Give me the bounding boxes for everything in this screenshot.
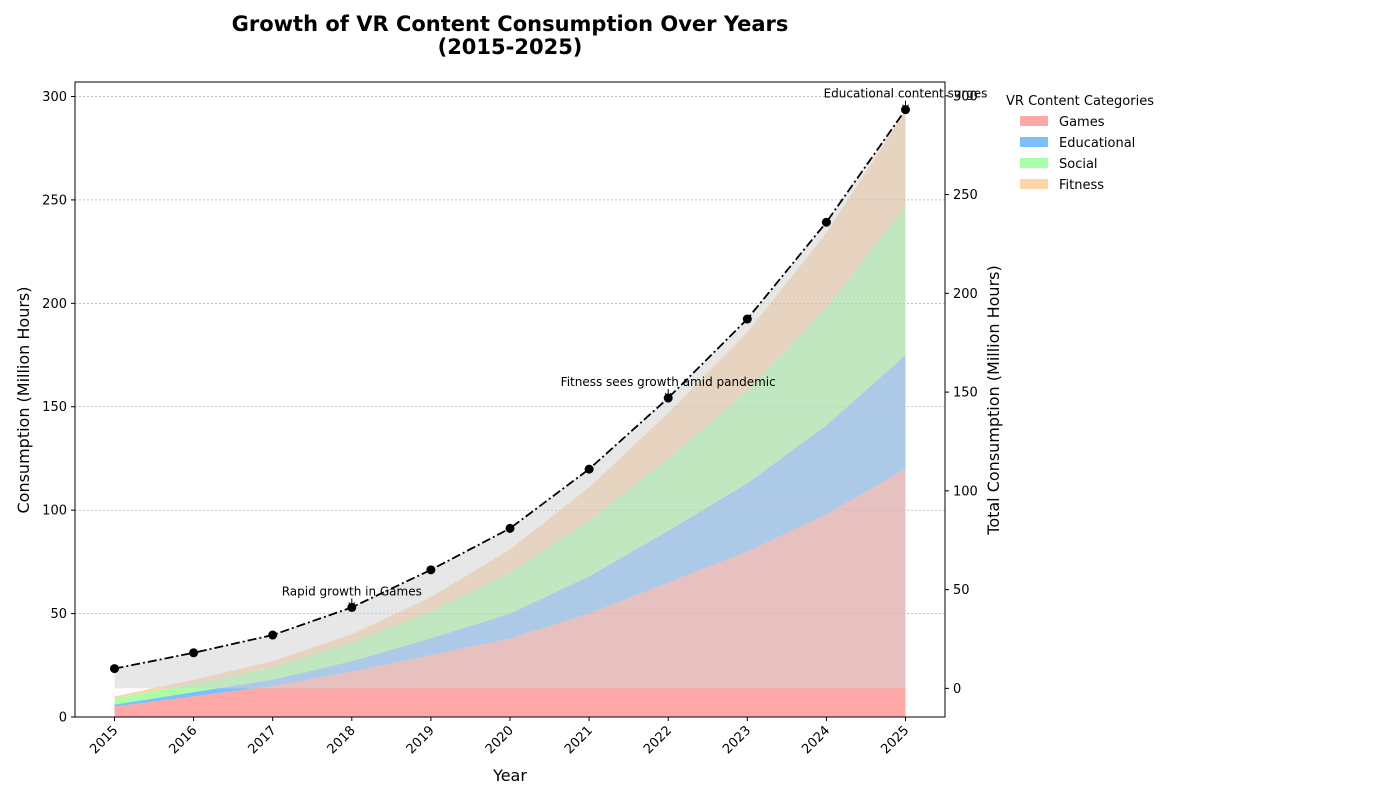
x-tick-label: 2023	[720, 723, 754, 757]
total-fill-layer	[114, 109, 906, 689]
legend-label-educational: Educational	[1059, 136, 1135, 151]
y-tick-label: 0	[59, 711, 67, 726]
legend-items: Games Educational Social Fitness	[1020, 115, 1135, 193]
legend-label-fitness: Fitness	[1059, 178, 1104, 193]
y-tick-label: 50	[50, 607, 67, 622]
x-tick-label: 2021	[562, 723, 596, 757]
total-point-2016	[189, 648, 199, 658]
y-right-tick-label: 50	[953, 583, 970, 598]
annotation-arrow-3	[902, 100, 909, 110]
total-point-2015	[110, 664, 119, 674]
legend-swatch-games	[1020, 116, 1048, 126]
x-axis-label: Year	[492, 766, 527, 785]
total-point-2023	[742, 314, 752, 324]
total-point-2019	[426, 565, 436, 575]
annotation-arrow-1	[348, 598, 356, 608]
x-tick-label: 2015	[87, 723, 121, 757]
legend: VR Content Categories Games Educational So…	[1006, 94, 1154, 193]
y-tick-label: 300	[42, 90, 67, 105]
x-tick-label: 2016	[166, 723, 200, 757]
annotation-arrow-2	[664, 389, 672, 398]
y-right-tick-label: 150	[953, 386, 978, 401]
chart-title-line2: (2015-2025)	[438, 35, 583, 59]
legend-swatch-educational	[1020, 137, 1048, 147]
total-fill-area	[114, 109, 906, 689]
total-point-2021	[584, 464, 594, 474]
annotation-3: Educational content surges	[824, 87, 988, 101]
x-tick-label: 2019	[404, 723, 438, 757]
legend-swatch-fitness	[1020, 179, 1048, 189]
y-right-tick-label: 0	[953, 682, 961, 697]
total-line-layer	[110, 105, 910, 674]
legend-label-social: Social	[1059, 157, 1098, 172]
y-right-tick-label: 200	[953, 287, 978, 302]
y-right-tick-label: 250	[953, 188, 978, 203]
y-right-tick-label: 100	[953, 484, 978, 499]
x-tick-label: 2025	[878, 723, 912, 757]
legend-title: VR Content Categories	[1006, 94, 1154, 109]
legend-label-games: Games	[1059, 115, 1105, 130]
total-point-2017	[268, 630, 278, 640]
x-tick-label: 2020	[483, 723, 517, 757]
y-tick-label: 100	[42, 504, 67, 519]
total-point-2025	[901, 105, 910, 115]
x-tick-label: 2017	[246, 723, 280, 757]
x-tick-label: 2018	[325, 723, 359, 757]
y-tick-label: 250	[42, 193, 67, 208]
x-tick-label: 2022	[641, 723, 675, 757]
total-point-2024	[821, 217, 831, 227]
annotations-layer: Rapid growth in Games Fitness sees growth…	[282, 87, 988, 608]
x-tick-label: 2024	[799, 723, 833, 757]
chart-title-line1: Growth of VR Content Consumption Over Ye…	[232, 12, 789, 36]
total-point-2022	[663, 393, 673, 403]
annotation-2: Fitness sees growth amid pandemic	[561, 375, 776, 389]
total-point-2018	[347, 602, 357, 612]
y-tick-label: 150	[42, 400, 67, 415]
y-axis-label: Consumption (Million Hours)	[14, 286, 33, 513]
y-axis-right-label: Total Consumption (Million Hours)	[984, 265, 1003, 535]
y-tick-label: 200	[42, 297, 67, 312]
total-point-2020	[505, 523, 515, 533]
annotation-1: Rapid growth in Games	[282, 584, 422, 598]
y-right-tick-label: 300	[953, 89, 978, 104]
legend-swatch-social	[1020, 158, 1048, 168]
